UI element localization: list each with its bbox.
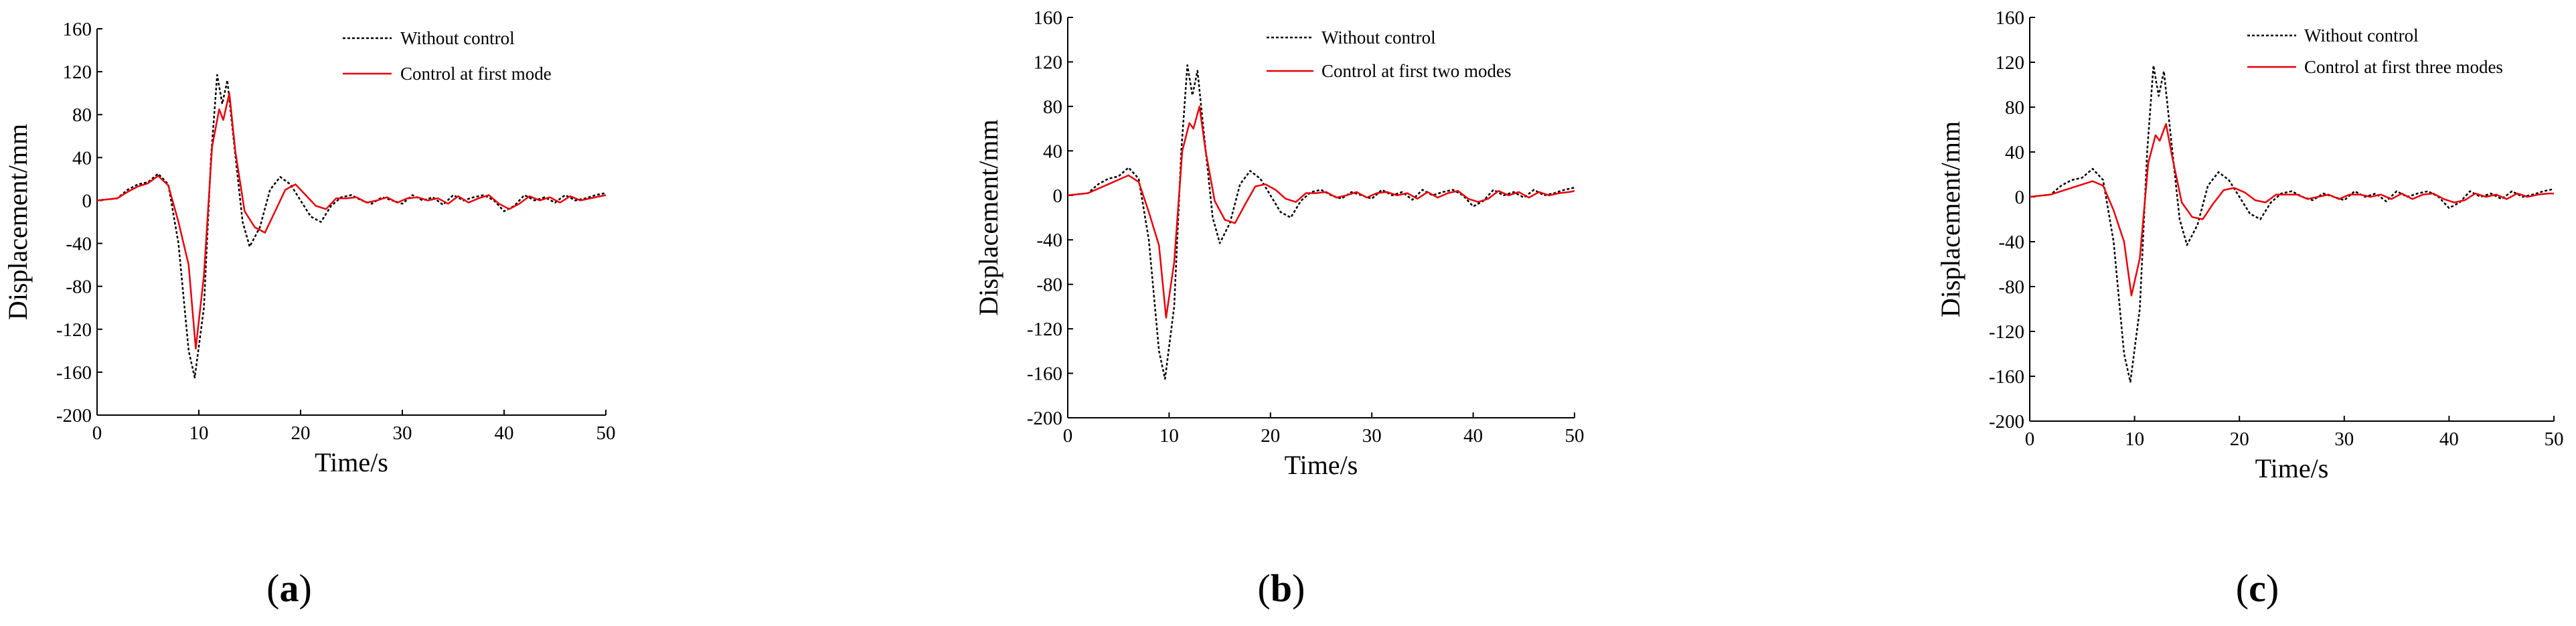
series-line-without-control — [2029, 64, 2555, 383]
x-axis-title: Time/s — [1285, 450, 1358, 480]
legend-label: Control at first three modes — [2304, 57, 2503, 77]
x-tick-label: 50 — [2545, 428, 2564, 450]
y-tick-label: -40 — [1036, 230, 1062, 251]
x-tick-label: 20 — [1261, 425, 1280, 447]
y-tick-label: 40 — [72, 147, 92, 169]
y-tick-label: 0 — [82, 190, 92, 212]
legend-label: Without control — [2304, 25, 2419, 46]
x-tick-label: 10 — [189, 422, 209, 444]
x-tick-label: 30 — [1362, 425, 1382, 447]
x-tick-label: 10 — [1159, 425, 1179, 447]
y-tick-label: -200 — [56, 405, 92, 426]
y-tick-label: 40 — [1043, 141, 1062, 162]
y-tick-label: 40 — [2005, 142, 2024, 163]
x-tick-label: 50 — [596, 422, 616, 444]
series-line-without-control — [1067, 64, 1575, 380]
y-axis-title: Displacement/mm — [973, 119, 1003, 315]
y-axis-title: Displacement/mm — [3, 124, 33, 320]
legend-label: Without control — [1321, 27, 1436, 48]
x-tick-label: 0 — [1063, 425, 1073, 447]
y-tick-label: 160 — [63, 19, 92, 40]
series-line-with-control — [2029, 123, 2554, 297]
y-tick-label: 160 — [1034, 7, 1063, 29]
x-tick-label: 40 — [1463, 425, 1483, 447]
x-tick-label: 40 — [495, 422, 514, 444]
y-tick-label: -80 — [1998, 277, 2024, 298]
x-tick-label: 30 — [2334, 428, 2354, 450]
x-tick-label: 40 — [2439, 428, 2459, 450]
panel-caption: (a) — [266, 566, 312, 610]
x-tick-label: 30 — [393, 422, 412, 444]
y-tick-label: 80 — [72, 104, 92, 126]
y-tick-label: 120 — [63, 62, 92, 83]
y-tick-label: -80 — [1036, 275, 1062, 296]
panel-caption: (c) — [2236, 566, 2279, 610]
x-tick-label: 20 — [291, 422, 311, 444]
y-tick-label: 80 — [1043, 96, 1062, 118]
y-tick-label: -40 — [1998, 232, 2024, 253]
y-tick-label: 0 — [1053, 185, 1063, 207]
y-tick-label: -120 — [56, 319, 92, 341]
x-tick-label: 50 — [1565, 425, 1585, 447]
y-tick-label: -120 — [1027, 319, 1062, 340]
panel-caption: (b) — [1258, 566, 1305, 610]
series-line-with-control — [96, 92, 607, 349]
y-tick-label: -160 — [1989, 366, 2024, 388]
series-line-without-control — [96, 74, 607, 379]
panel-caption-letter: b — [1271, 566, 1292, 610]
y-axis-title: Displacement/mm — [1935, 121, 1965, 317]
panel-caption-letter: c — [2249, 566, 2266, 610]
y-tick-label: 80 — [2005, 97, 2024, 119]
y-tick-label: -80 — [66, 277, 92, 298]
x-axis-title: Time/s — [315, 447, 388, 477]
y-tick-label: -120 — [1989, 321, 2024, 343]
panel-caption-letter: a — [280, 566, 299, 610]
y-tick-label: 120 — [1996, 52, 2025, 74]
y-tick-label: -200 — [1989, 411, 2024, 433]
y-tick-label: 160 — [1996, 7, 2025, 29]
x-tick-label: 0 — [92, 422, 102, 444]
y-tick-label: -40 — [66, 234, 92, 255]
legend-label: Control at first mode — [400, 64, 552, 84]
x-axis-title: Time/s — [2255, 453, 2329, 483]
legend-label: Without control — [400, 28, 515, 48]
y-tick-label: -160 — [1027, 364, 1062, 385]
series-line-with-control — [1067, 105, 1575, 319]
legend-label: Control at first two modes — [1321, 61, 1511, 81]
x-tick-label: 10 — [2125, 428, 2144, 450]
x-tick-label: 20 — [2230, 428, 2249, 450]
y-tick-label: -160 — [56, 362, 92, 384]
x-tick-label: 0 — [2025, 428, 2035, 450]
y-tick-label: 120 — [1034, 52, 1063, 73]
y-tick-label: -200 — [1027, 408, 1062, 429]
y-tick-label: 0 — [2015, 187, 2025, 208]
